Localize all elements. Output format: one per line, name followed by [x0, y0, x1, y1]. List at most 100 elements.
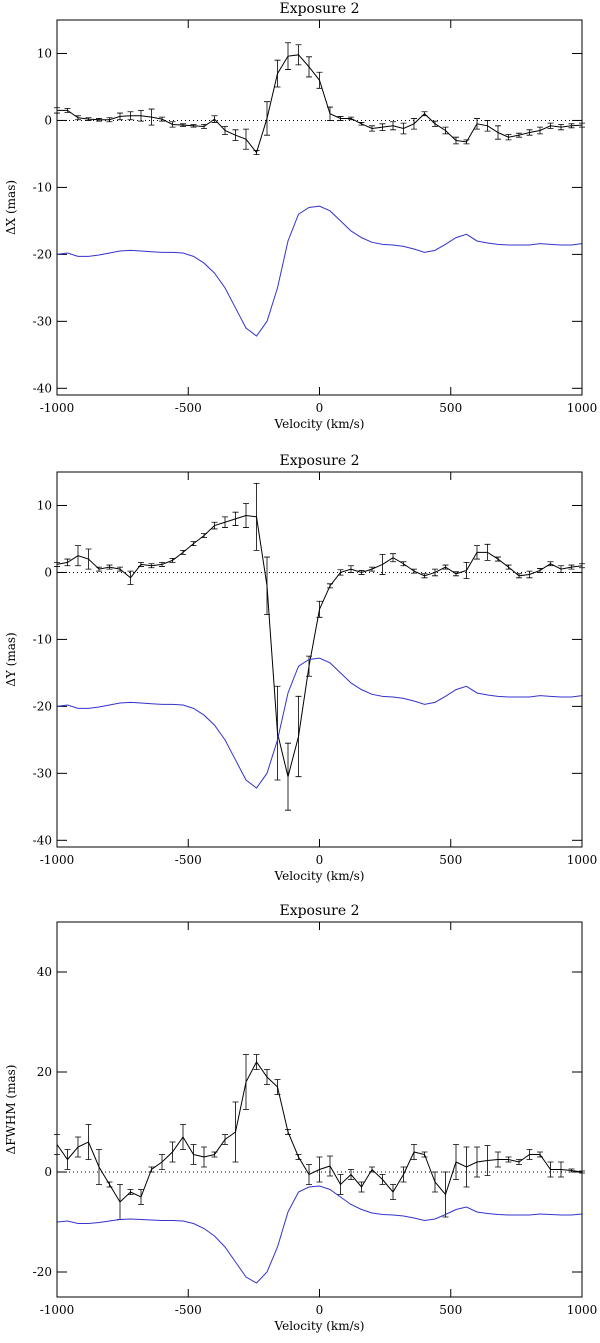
error-bar — [463, 562, 470, 579]
error-bar — [243, 128, 249, 150]
error-bar — [211, 1151, 218, 1158]
y-tick-label: -30 — [33, 766, 52, 780]
error-bar — [505, 564, 512, 570]
error-bar — [432, 568, 438, 577]
error-bar — [211, 521, 218, 530]
error-bar — [264, 1069, 270, 1085]
error-bar — [190, 1144, 197, 1165]
error-bar — [64, 107, 71, 113]
error-bar — [537, 126, 543, 135]
error-bar — [505, 134, 512, 141]
panel: Exposure 2 Velocity (km/s) ΔFWHM (mas) -100… — [4, 903, 597, 1333]
x-tick-label: -500 — [175, 401, 202, 415]
error-bar — [253, 482, 260, 551]
error-bar — [64, 1149, 71, 1170]
x-tick-label: -1000 — [40, 401, 75, 415]
y-tick-label: -10 — [33, 632, 52, 646]
x-tick-label: -1000 — [40, 1303, 75, 1317]
error-bar — [96, 566, 102, 572]
x-tick-label: 0 — [316, 853, 324, 867]
error-bar — [421, 1151, 428, 1158]
error-bar — [306, 56, 312, 78]
error-bar — [463, 139, 470, 145]
y-tick-label: 10 — [37, 498, 52, 512]
error-bar — [159, 116, 165, 122]
error-bar — [316, 1156, 323, 1183]
y-axis-label: ΔFWHM (mas) — [4, 1065, 18, 1155]
error-bar — [295, 44, 302, 66]
data-line — [56, 657, 583, 789]
y-axis-label: ΔX (mas) — [4, 180, 18, 235]
error-bar — [337, 1174, 344, 1195]
error-bar — [421, 111, 428, 117]
error-bar — [348, 1169, 354, 1180]
data-line — [56, 515, 583, 777]
error-bar — [201, 533, 207, 539]
error-bar — [222, 126, 228, 135]
y-tick-label: -20 — [33, 247, 52, 261]
error-bar — [327, 106, 333, 121]
error-bar — [75, 545, 81, 567]
error-bar — [96, 1149, 102, 1185]
x-tick-label: 1000 — [567, 853, 598, 867]
error-bar — [201, 124, 207, 129]
error-bar — [390, 1184, 396, 1200]
error-bar — [243, 1054, 249, 1110]
error-bar — [316, 600, 323, 618]
x-axis-label: Velocity (km/s) — [274, 417, 365, 431]
error-bar — [337, 569, 344, 576]
error-bar — [453, 1144, 459, 1180]
error-bar — [232, 129, 239, 141]
error-bar — [484, 543, 491, 561]
data-line — [56, 1185, 583, 1284]
error-bar — [526, 1149, 533, 1160]
x-tick-label: -1000 — [40, 853, 75, 867]
x-axis-label: Velocity (km/s) — [274, 869, 365, 883]
error-bar — [537, 1151, 543, 1158]
error-bar — [474, 1146, 480, 1178]
error-bar — [316, 71, 323, 89]
error-bar — [127, 570, 134, 585]
error-bar — [558, 124, 564, 131]
error-bar — [138, 1189, 144, 1205]
x-tick-label: 500 — [439, 853, 462, 867]
error-bar — [138, 110, 144, 122]
error-bar — [379, 553, 386, 575]
error-bar — [463, 1146, 470, 1188]
y-tick-label: 0 — [44, 113, 52, 127]
error-bar — [442, 564, 449, 570]
error-bar — [526, 570, 533, 579]
error-bar — [285, 742, 291, 811]
error-bar — [264, 101, 270, 136]
error-bar — [148, 108, 155, 126]
error-bar — [85, 117, 92, 121]
error-bar — [274, 685, 281, 781]
plot-frame — [56, 471, 583, 848]
error-bar — [232, 511, 239, 526]
error-bar — [432, 120, 438, 127]
error-bar — [327, 1155, 333, 1177]
error-bar — [390, 121, 396, 131]
error-bar — [327, 583, 333, 589]
y-tick-label: -10 — [33, 180, 52, 194]
error-bar — [411, 568, 417, 574]
x-tick-label: -500 — [175, 1303, 202, 1317]
error-bar — [358, 1181, 365, 1193]
y-tick-label: -30 — [33, 314, 52, 328]
x-tick-label: 500 — [439, 401, 462, 415]
data-line — [57, 54, 583, 154]
y-tick-label: 20 — [37, 1065, 52, 1079]
error-bar — [211, 115, 218, 123]
error-bar — [253, 150, 260, 155]
error-bar — [400, 122, 407, 135]
x-tick-label: 1000 — [567, 1303, 598, 1317]
x-axis-label: Velocity (km/s) — [274, 1319, 365, 1333]
y-tick-label: -40 — [33, 833, 52, 847]
error-bar — [306, 1164, 312, 1185]
error-bar — [106, 564, 113, 570]
x-tick-label: 0 — [316, 401, 324, 415]
plot-frame — [56, 921, 583, 1298]
error-bar — [547, 561, 554, 567]
error-bar — [337, 116, 344, 121]
error-bar — [180, 1124, 186, 1150]
